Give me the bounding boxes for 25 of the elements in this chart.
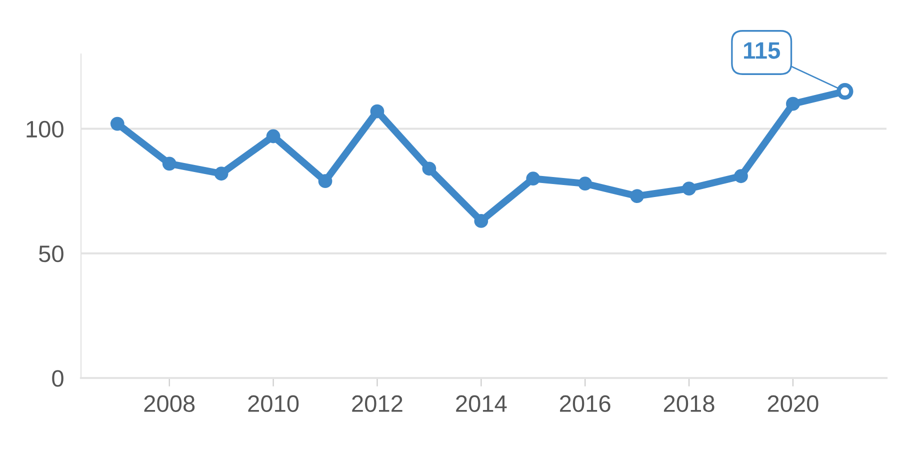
point xyxy=(214,166,228,181)
point xyxy=(474,214,488,228)
x-tick-label: 2016 xyxy=(560,395,610,412)
point xyxy=(162,156,176,171)
y-tick-label: 0 xyxy=(52,370,64,387)
point xyxy=(110,116,124,131)
y-tick-label: 50 xyxy=(39,245,64,262)
point xyxy=(578,176,592,191)
x-tick-label: 2018 xyxy=(664,395,714,412)
point xyxy=(630,189,644,204)
point xyxy=(786,96,800,111)
x-tick-label: 2010 xyxy=(248,395,299,412)
point xyxy=(422,162,436,176)
x-tick-label: 2014 xyxy=(456,395,507,412)
x-tick-label: 2012 xyxy=(352,395,402,412)
x-tick-label: 2008 xyxy=(144,395,195,412)
point xyxy=(526,172,540,186)
x-tick-label: 2020 xyxy=(768,395,818,412)
annotation: 115 xyxy=(744,42,780,59)
point xyxy=(266,129,280,144)
point xyxy=(682,182,696,196)
y-tick-label: 100 xyxy=(26,120,64,138)
point xyxy=(734,169,748,184)
point xyxy=(370,104,384,118)
point xyxy=(318,174,332,188)
